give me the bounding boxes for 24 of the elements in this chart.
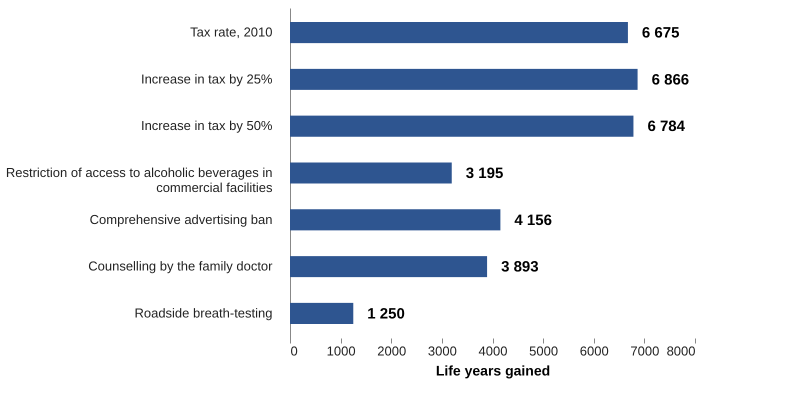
data-label: 3 195 bbox=[466, 165, 504, 182]
x-tick-label: 8000 bbox=[666, 344, 696, 358]
data-label: 6 866 bbox=[652, 71, 690, 88]
x-tick-label: 0 bbox=[290, 344, 298, 358]
y-tick-label: Tax rate, 2010 bbox=[190, 24, 272, 40]
x-axis-title: Life years gained bbox=[436, 362, 550, 378]
x-tick-label: 4000 bbox=[478, 344, 508, 358]
y-tick-label: Comprehensive advertising ban bbox=[90, 212, 272, 227]
data-label: 1 250 bbox=[367, 305, 405, 322]
x-tick-label: 6000 bbox=[580, 344, 609, 358]
x-tick-label: 1000 bbox=[326, 344, 356, 358]
y-tick-label: Increase in tax by 50% bbox=[140, 118, 273, 134]
x-tick-label: 7000 bbox=[630, 344, 660, 358]
data-label: 6 784 bbox=[647, 118, 686, 136]
x-tick-label: 5000 bbox=[529, 344, 558, 358]
x-tick-label: 2000 bbox=[377, 344, 406, 358]
data-label: 4 156 bbox=[514, 212, 552, 229]
y-tick-label: Counselling by the family doctor bbox=[88, 258, 274, 274]
y-tick-label: Increase in tax by 25% bbox=[140, 71, 273, 86]
x-tick-label: 3000 bbox=[428, 344, 457, 358]
y-tick-label: Roadside breath-testing bbox=[134, 305, 272, 320]
data-label: 6 675 bbox=[642, 24, 680, 42]
data-label: 3 893 bbox=[501, 258, 539, 276]
y-tick-label: Restriction of access to alcoholic beverages in commercial facilities bbox=[6, 165, 273, 195]
